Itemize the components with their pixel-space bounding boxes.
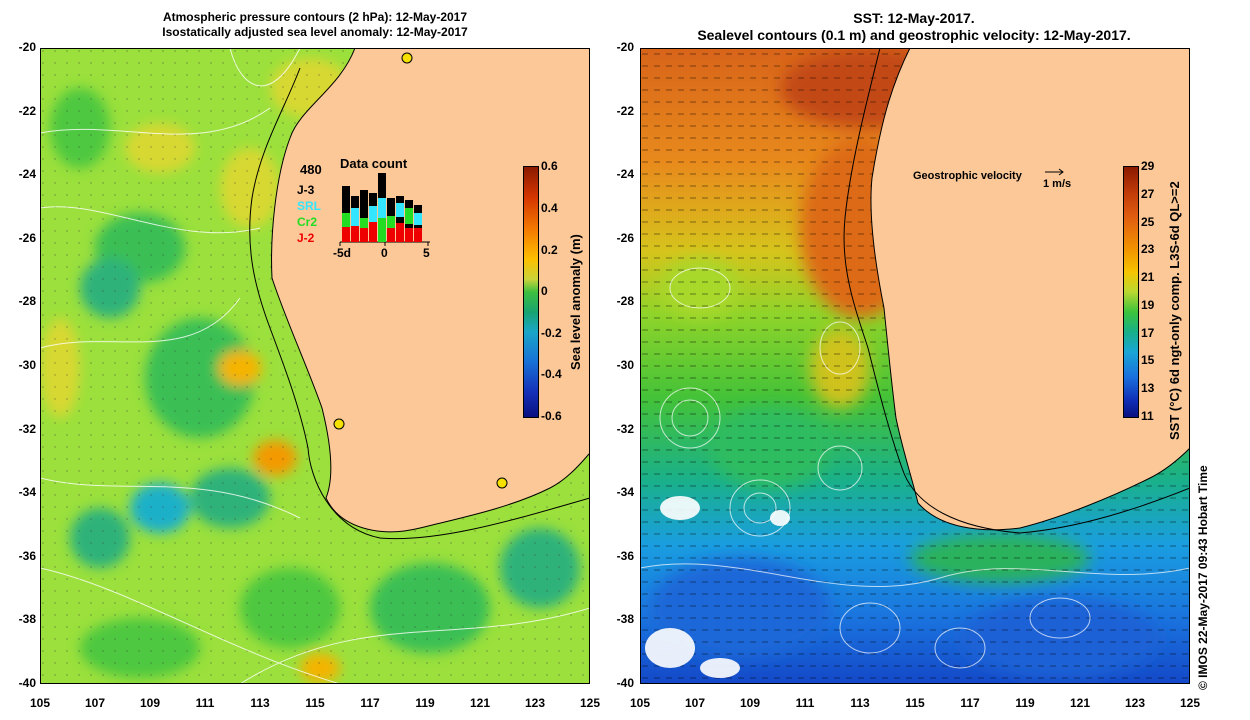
coastline-land xyxy=(870,48,1190,531)
latitude-tick: -36 xyxy=(616,548,634,563)
sla-tick: -0.6 xyxy=(541,409,562,423)
longitude-tick: 117 xyxy=(960,696,980,710)
latitude-tick: -40 xyxy=(18,676,36,690)
longitude-tick: 117 xyxy=(360,696,380,710)
satellite-label-j3: J-3 xyxy=(297,183,315,197)
continental-shelf xyxy=(249,67,590,540)
sst-tick: 25 xyxy=(1141,215,1155,229)
tide-gauge-marker[interactable] xyxy=(496,477,508,489)
latitude-tick: -20 xyxy=(18,40,36,54)
data-count-xtick: -5d xyxy=(333,246,351,260)
sst-map[interactable] xyxy=(640,48,1190,684)
longitude-tick: 111 xyxy=(795,696,815,710)
right-map-title: SST: 12-May-2017. Sealevel contours (0.1… xyxy=(640,10,1188,44)
sea-level-colorbar xyxy=(523,166,539,418)
coastline-land xyxy=(271,48,590,533)
sst-tick: 11 xyxy=(1141,409,1154,423)
left-title-line1: Atmospheric pressure contours (2 hPa): 1… xyxy=(162,10,468,24)
longitude-tick: 109 xyxy=(739,696,761,710)
latitude-tick: -32 xyxy=(616,421,634,436)
longitude-tick: 123 xyxy=(524,696,546,710)
longitude-tick: 125 xyxy=(579,696,601,710)
left-title-line2: Isostatically adjusted sea level anomaly… xyxy=(162,25,468,39)
latitude-tick: -26 xyxy=(616,230,634,245)
longitude-tick: 105 xyxy=(29,696,51,710)
latitude-tick: -28 xyxy=(616,294,634,309)
latitude-tick: -36 xyxy=(18,548,36,563)
latitude-tick: -34 xyxy=(616,485,634,500)
data-count-title: Data count xyxy=(340,156,408,171)
latitude-tick: -26 xyxy=(18,230,36,245)
pressure-contours xyxy=(40,48,590,684)
longitude-tick: 107 xyxy=(84,696,106,710)
imos-credit: © IMOS 22-May-2017 09:43 Hobart Time xyxy=(1196,465,1210,690)
latitude-tick: -38 xyxy=(616,612,634,627)
latitude-tick: -30 xyxy=(18,358,36,372)
latitude-tick: -22 xyxy=(616,103,634,118)
sst-tick: 21 xyxy=(1141,270,1155,284)
longitude-tick: 115 xyxy=(905,696,925,710)
tide-gauge-marker[interactable] xyxy=(401,52,413,64)
right-title-line2: Sealevel contours (0.1 m) and geostrophi… xyxy=(697,27,1131,43)
data-count-chart xyxy=(339,173,430,246)
data-count-max: 480 xyxy=(300,162,322,177)
latitude-tick: -32 xyxy=(18,421,36,436)
sla-tick: 0.6 xyxy=(541,159,558,173)
sst-tick: 17 xyxy=(1141,326,1155,340)
latitude-tick: -40 xyxy=(616,676,634,690)
longitude-tick: 119 xyxy=(415,696,435,710)
latitude-tick: -20 xyxy=(616,40,634,54)
sst-colorbar-title: SST (°C) 6d ngt-only comp. L3S-6d QL>=2 xyxy=(1167,181,1182,440)
sla-colorbar-title: Sea level anomaly (m) xyxy=(568,234,583,370)
latitude-tick: -34 xyxy=(18,485,36,500)
sea-level-anomaly-map[interactable] xyxy=(40,48,590,684)
longitude-tick: 113 xyxy=(250,696,270,710)
sst-tick: 27 xyxy=(1141,187,1155,201)
latitude-tick: -28 xyxy=(18,294,36,309)
sst-colorbar xyxy=(1123,166,1139,418)
longitude-tick: 109 xyxy=(139,696,161,710)
longitude-tick: 123 xyxy=(1124,696,1146,710)
cloud-mask xyxy=(645,496,790,678)
data-count-xtick: 5 xyxy=(423,246,430,260)
satellite-label-j2: J-2 xyxy=(297,231,315,245)
map-frame xyxy=(40,48,590,684)
sla-tick: -0.4 xyxy=(541,367,562,381)
longitude-tick: 115 xyxy=(305,696,325,710)
data-count-xtick: 0 xyxy=(381,246,388,260)
sla-tick: 0.2 xyxy=(541,243,558,257)
geostrophic-velocity-label: Geostrophic velocity xyxy=(913,170,1022,182)
velocity-scale-label: 1 m/s xyxy=(1043,178,1072,190)
sla-tick: 0 xyxy=(541,284,548,298)
longitude-tick: 119 xyxy=(1015,696,1035,710)
longitude-tick: 121 xyxy=(469,696,491,710)
latitude-tick: -24 xyxy=(18,167,36,182)
latitude-tick: -38 xyxy=(18,612,36,627)
sla-tick: 0.4 xyxy=(541,201,558,215)
sea-level-contours xyxy=(640,267,1190,669)
latitude-tick: -22 xyxy=(18,103,36,118)
satellite-label-srl: SRL xyxy=(297,199,321,213)
sst-tick: 29 xyxy=(1141,159,1155,173)
longitude-tick: 113 xyxy=(850,696,870,710)
sla-tick: -0.2 xyxy=(541,326,562,340)
longitude-tick: 107 xyxy=(684,696,706,710)
longitude-tick: 121 xyxy=(1069,696,1091,710)
satellite-label-cr2: Cr2 xyxy=(297,215,318,229)
left-map-title: Atmospheric pressure contours (2 hPa): 1… xyxy=(40,10,590,40)
longitude-tick: 105 xyxy=(629,696,651,710)
shelf-break xyxy=(843,48,1190,534)
sst-tick: 23 xyxy=(1141,242,1155,256)
sst-tick: 15 xyxy=(1141,353,1155,367)
tide-gauge-marker[interactable] xyxy=(333,418,345,430)
longitude-tick: 125 xyxy=(1179,696,1201,710)
right-title-line1: SST: 12-May-2017. xyxy=(853,10,975,26)
longitude-tick: 111 xyxy=(195,696,215,710)
map-frame xyxy=(640,48,1190,684)
sst-tick: 13 xyxy=(1141,381,1155,395)
latitude-tick: -24 xyxy=(616,167,634,182)
latitude-tick: -30 xyxy=(616,358,634,372)
sst-tick: 19 xyxy=(1141,298,1155,312)
